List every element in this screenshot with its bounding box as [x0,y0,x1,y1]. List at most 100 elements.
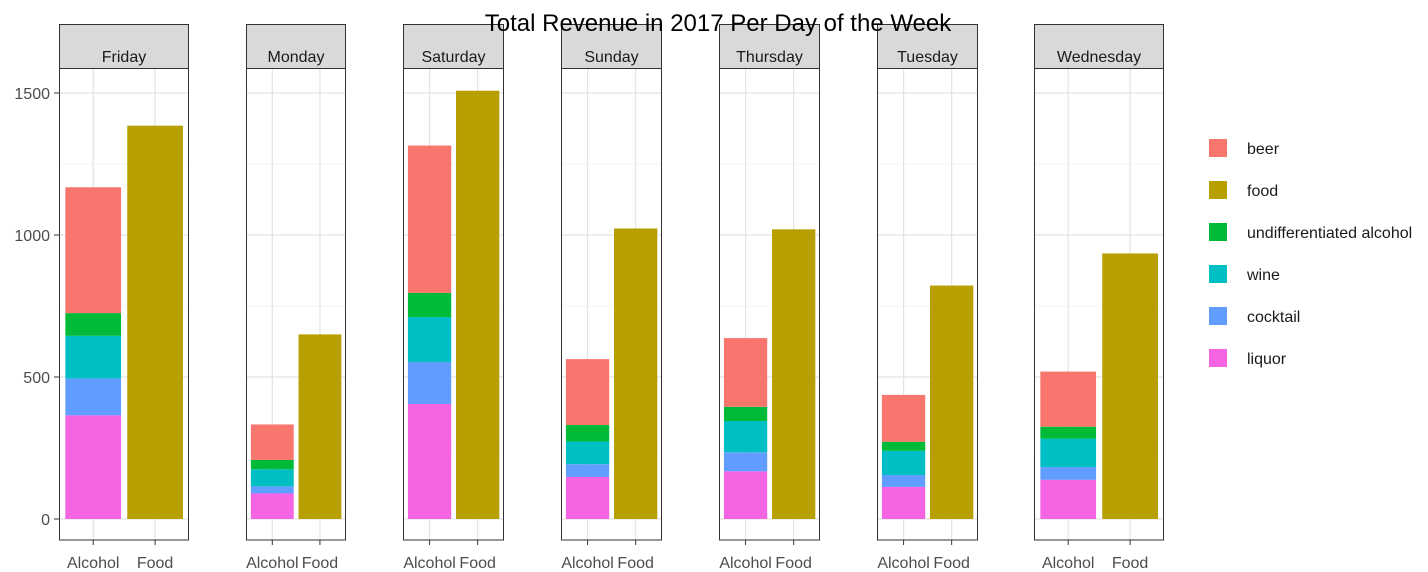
bar-tuesday-alcohol-liquor [881,486,926,519]
bar-sunday-alcohol-wine [565,441,610,465]
bar-wednesday-alcohol-liquor [1040,479,1097,519]
bar-thursday-alcohol-undifferentiated-alcohol [723,406,768,422]
strip-header [561,24,662,69]
panel-sunday: Sunday Alcohol Food [561,24,662,572]
bar-friday-alcohol-wine [65,335,122,379]
legend-item-beer: beer [1209,139,1280,158]
bar-friday-alcohol-cocktail [65,378,122,416]
bar-sunday-alcohol-undifferentiated-alcohol [565,424,610,442]
bar-thursday-food [772,229,816,519]
panel-monday: Monday Alcohol Food [246,24,346,572]
x-tick-label: Alcohol [1042,555,1094,572]
strip-label: Monday [268,49,325,66]
bar-monday-alcohol-beer [250,424,294,460]
x-tick-label: Food [775,555,811,572]
bar-tuesday-alcohol-beer [881,394,926,442]
legend-item-cocktail: cocktail [1209,307,1300,326]
bar-thursday-alcohol-wine [723,421,768,453]
legend-swatch [1209,223,1227,241]
bar-saturday-alcohol-wine [407,317,452,362]
strip-header [59,24,189,69]
bar-wednesday-alcohol-undifferentiated-alcohol [1040,426,1097,439]
y-tick-label: 500 [23,370,50,387]
bar-saturday-food [456,90,500,519]
strip-header [719,24,820,69]
legend-swatch [1209,307,1227,325]
legend-item-wine: wine [1209,265,1280,284]
bar-sunday-alcohol-beer [565,359,610,425]
legend-label: liquor [1247,351,1287,368]
bar-saturday-alcohol-beer [407,145,452,293]
chart-title: Total Revenue in 2017 Per Day of the Wee… [485,10,953,37]
bar-wednesday-alcohol-cocktail [1040,467,1097,480]
y-tick-label: 0 [41,512,50,529]
bar-monday-alcohol-undifferentiated-alcohol [250,459,294,470]
bar-monday-alcohol-cocktail [250,486,294,494]
bar-friday-food [127,125,183,519]
x-tick-label: Alcohol [719,555,771,572]
legend-label: cocktail [1247,309,1300,326]
legend-swatch [1209,139,1227,157]
panel-tuesday: Tuesday Alcohol Food [877,24,978,572]
bar-monday-alcohol-wine [250,469,294,487]
strip-header [1034,24,1164,69]
bar-sunday-alcohol-cocktail [565,464,610,477]
x-tick-label: Food [137,555,173,572]
x-tick-label: Alcohol [561,555,613,572]
x-tick-label: Food [459,555,495,572]
legend: beer food undifferentiated alcohol wine cock… [1209,139,1412,368]
bar-thursday-alcohol-cocktail [723,452,768,472]
panel-friday: Friday Alcohol Food [59,24,189,572]
bar-sunday-food [614,228,658,519]
bar-tuesday-alcohol-wine [881,450,926,475]
legend-swatch [1209,181,1227,199]
x-tick-label: Food [617,555,653,572]
bar-thursday-alcohol-beer [723,338,768,407]
x-tick-label: Food [1112,555,1148,572]
bar-tuesday-alcohol-cocktail [881,474,926,487]
strip-label: Thursday [736,49,803,66]
bar-friday-alcohol-undifferentiated-alcohol [65,313,122,336]
strip-header [246,24,346,69]
strip-label: Tuesday [897,49,958,66]
legend-item-liquor: liquor [1209,349,1287,368]
strip-header [877,24,978,69]
x-tick-label: Food [933,555,969,572]
legend-item-undifferentiated-alcohol: undifferentiated alcohol [1209,223,1412,242]
legend-label: food [1247,183,1278,200]
bar-saturday-alcohol-liquor [407,403,452,519]
y-tick-label: 1000 [14,228,50,245]
panel-wednesday: Wednesday Alcohol Food [1034,24,1164,572]
bar-monday-alcohol-liquor [250,493,294,519]
bar-friday-alcohol-liquor [65,415,122,519]
y-tick-label: 1500 [14,86,50,103]
legend-label: wine [1246,267,1280,284]
bar-thursday-alcohol-liquor [723,471,768,519]
y-axis: 0 500 1000 1500 [14,86,59,529]
x-tick-label: Alcohol [877,555,929,572]
legend-swatch [1209,349,1227,367]
panel-thursday: Thursday Alcohol Food [719,24,820,572]
strip-label: Saturday [421,49,485,66]
bar-saturday-alcohol-undifferentiated-alcohol [407,292,452,318]
panel-saturday: Saturday Alcohol Food [403,24,504,572]
legend-swatch [1209,265,1227,283]
strip-label: Friday [102,49,146,66]
legend-label: undifferentiated alcohol [1247,225,1412,242]
bar-wednesday-alcohol-wine [1040,438,1097,468]
x-tick-label: Alcohol [246,555,298,572]
strip-label: Sunday [584,49,638,66]
bar-sunday-alcohol-liquor [565,476,610,519]
bar-wednesday-alcohol-beer [1040,371,1097,427]
x-tick-label: Food [302,555,338,572]
bar-saturday-alcohol-cocktail [407,361,452,404]
legend-item-food: food [1209,181,1278,200]
bar-monday-food [298,334,342,519]
strip-header [403,24,504,69]
bar-friday-alcohol-beer [65,187,122,314]
x-tick-label: Alcohol [403,555,455,572]
bar-tuesday-food [930,285,974,519]
x-tick-label: Alcohol [67,555,119,572]
